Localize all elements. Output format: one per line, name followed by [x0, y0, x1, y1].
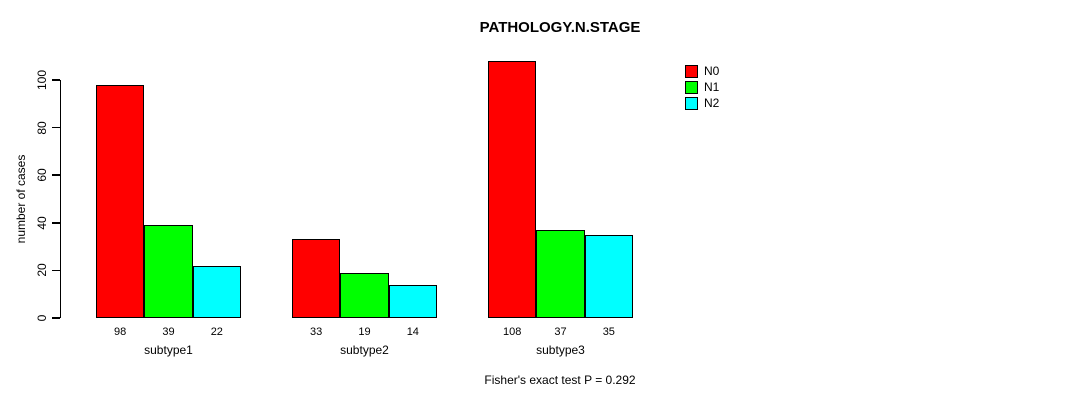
y-axis-tick: [51, 317, 60, 319]
bar-n2-subtype1: [192, 265, 241, 318]
y-tick-label: 100: [35, 69, 49, 91]
bar-n1-subtype1: [144, 225, 193, 318]
legend-swatch-n0-icon: [685, 64, 698, 78]
y-tick-label: 0: [35, 314, 49, 322]
bar-n1-subtype2: [340, 272, 389, 318]
legend: N0 N1 N2: [685, 63, 719, 111]
y-tick-label: 40: [35, 216, 49, 230]
legend-entry-n1: N1: [685, 79, 719, 95]
fisher-test-annotation: Fisher's exact test P = 0.292: [484, 373, 636, 387]
y-axis-tick: [51, 126, 60, 129]
bar-n1-subtype3: [536, 229, 585, 318]
legend-entry-n2: N2: [685, 95, 719, 111]
chart-title: PATHOLOGY.N.STAGE: [479, 19, 641, 36]
bar-n0-subtype3: [488, 60, 537, 318]
bar-value-label: 14: [406, 326, 419, 338]
y-axis-line: [59, 80, 61, 318]
y-tick-label: 60: [35, 168, 49, 182]
bar-n0-subtype1: [96, 84, 145, 318]
bar-n2-subtype3: [584, 234, 633, 318]
bar-value-label: 22: [210, 326, 223, 338]
legend-label: N1: [704, 80, 720, 94]
x-category-label: subtype3: [536, 343, 585, 357]
legend-label: N2: [704, 96, 720, 110]
bar-value-label: 35: [602, 326, 615, 338]
x-category-label: subtype2: [340, 343, 389, 357]
bar-value-label: 39: [162, 326, 175, 338]
y-axis-tick: [51, 222, 60, 224]
legend-swatch-n2-icon: [685, 96, 698, 110]
y-axis-tick: [51, 174, 60, 176]
y-tick-label: 80: [35, 120, 49, 135]
bar-value-label: 37: [554, 326, 567, 338]
bar-value-label: 108: [502, 326, 522, 338]
x-category-label: subtype1: [144, 343, 193, 357]
bar-n0-subtype2: [292, 239, 341, 318]
bar-value-label: 33: [310, 326, 323, 338]
y-axis-tick: [51, 79, 60, 81]
legend-label: N0: [704, 64, 720, 78]
y-axis-tick: [51, 269, 60, 272]
y-tick-label: 20: [35, 263, 49, 278]
bar-n2-subtype2: [388, 284, 437, 318]
legend-entry-n0: N0: [685, 63, 719, 79]
legend-swatch-n1-icon: [685, 80, 698, 94]
bar-value-label: 98: [114, 326, 127, 338]
bar-value-label: 19: [358, 326, 371, 338]
